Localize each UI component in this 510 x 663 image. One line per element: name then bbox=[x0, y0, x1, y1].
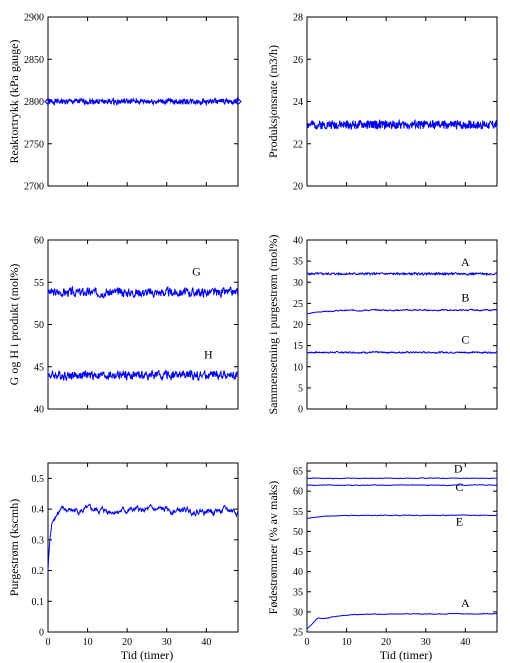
y-tick-label: 22 bbox=[293, 139, 303, 150]
y-tick-label: 2800 bbox=[24, 97, 44, 108]
y-tick-label: 0.2 bbox=[32, 566, 45, 577]
chart-reactor-pressure: 2700 2750 2800 2850 2900 Reaktortrykk (kPa ga… bbox=[7, 13, 242, 193]
series-line-a bbox=[306, 271, 498, 277]
curve-label-c: C bbox=[461, 333, 469, 347]
x-tick-label: 20 bbox=[122, 637, 132, 648]
x-tick-label: 10 bbox=[342, 637, 352, 648]
y-tick-label: 10 bbox=[293, 362, 303, 373]
curve-label-a: A bbox=[461, 255, 470, 269]
y-tick-label: 0.1 bbox=[32, 597, 45, 608]
curve-label-h: H bbox=[204, 347, 213, 361]
series-line-c bbox=[306, 484, 498, 487]
diamond-marker bbox=[234, 97, 242, 106]
curve-label-b: B bbox=[461, 290, 469, 304]
plot-frame bbox=[47, 239, 239, 410]
chart-purge-composition: 0 5 10 15 20 25 30 35 40 Sammensetning i purgestr… bbox=[266, 234, 498, 416]
y-axis-label: Fødestrømmer (% av maks) bbox=[266, 481, 280, 615]
y-tick-label: 20 bbox=[293, 182, 303, 193]
y-tick-label: 25 bbox=[293, 299, 303, 310]
y-tick-label: 35 bbox=[293, 257, 303, 268]
y-tick-label: 65 bbox=[293, 467, 303, 478]
x-tick-label: 0 bbox=[305, 637, 310, 648]
x-axis-label: Tid (timer) bbox=[380, 648, 433, 662]
diamond-marker bbox=[44, 97, 52, 106]
y-tick-label: 35 bbox=[293, 587, 303, 598]
y-tick-label: 55 bbox=[293, 507, 303, 518]
y-tick-label: 5 bbox=[298, 383, 303, 394]
y-tick-label: 40 bbox=[34, 405, 44, 416]
curve-label-c: C bbox=[455, 480, 463, 494]
y-tick-label: 28 bbox=[293, 13, 303, 24]
series-line-b bbox=[306, 308, 498, 315]
x-tick-label: 0 bbox=[46, 637, 51, 648]
x-tick-label: 20 bbox=[381, 637, 391, 648]
y-tick-label: 0 bbox=[298, 405, 303, 416]
chart-purge-flow: 0 0.1 0.2 0.3 0.4 0.5 0 10 20 30 40 Purgestrøm (ksc… bbox=[7, 462, 239, 662]
chart-feed-flows: 25 30 35 40 45 50 55 60 65 0 10 20 30 40 Fødestrømmer … bbox=[266, 462, 498, 662]
y-tick-label: 50 bbox=[293, 527, 303, 538]
series-line bbox=[306, 118, 498, 131]
series-line-g bbox=[47, 285, 239, 300]
plot-frame bbox=[47, 462, 239, 633]
plot-frame bbox=[306, 462, 498, 633]
series-line-a bbox=[306, 612, 498, 630]
y-tick-label: 0 bbox=[39, 628, 44, 639]
curve-label-a: A bbox=[461, 596, 470, 610]
y-tick-label: 2750 bbox=[24, 139, 44, 150]
chart-production-rate: 20 22 24 26 28 Produksjonsrate (m3/h) bbox=[266, 13, 498, 193]
series-line-d bbox=[306, 477, 498, 480]
y-tick-label: 40 bbox=[293, 567, 303, 578]
y-tick-label: 30 bbox=[293, 278, 303, 289]
series-line bbox=[47, 503, 239, 571]
x-tick-label: 40 bbox=[201, 637, 211, 648]
series-line-e bbox=[306, 514, 498, 520]
y-axis-label: Purgestrøm (kscmh) bbox=[7, 499, 21, 596]
y-tick-label: 25 bbox=[293, 628, 303, 639]
x-tick-label: 40 bbox=[460, 637, 470, 648]
y-axis-label: Sammensetning i purgestrøm (mol%) bbox=[266, 234, 280, 414]
y-tick-label: 2850 bbox=[24, 55, 44, 66]
y-axis-label: Produksjonsrate (m3/h) bbox=[266, 45, 280, 158]
y-tick-label: 55 bbox=[34, 278, 44, 289]
x-tick-label: 30 bbox=[162, 637, 172, 648]
y-axis-label: Reaktortrykk (kPa gauge) bbox=[7, 40, 21, 164]
y-tick-label: 24 bbox=[293, 97, 303, 108]
y-tick-label: 20 bbox=[293, 320, 303, 331]
x-tick-label: 30 bbox=[421, 637, 431, 648]
chart-g-h-product: 40 45 50 55 60 G og H i produkt (mol%) G H bbox=[7, 236, 239, 416]
x-tick-label: 10 bbox=[83, 637, 93, 648]
y-axis-label: G og H i produkt (mol%) bbox=[7, 264, 21, 386]
y-tick-label: 40 bbox=[293, 236, 303, 247]
y-tick-label: 60 bbox=[293, 487, 303, 498]
series-line-c bbox=[306, 350, 498, 355]
curve-label-g: G bbox=[192, 264, 201, 278]
y-tick-label: 0.3 bbox=[32, 535, 45, 546]
series-line bbox=[47, 96, 239, 107]
curve-label-e: E bbox=[456, 514, 463, 528]
y-tick-label: 15 bbox=[293, 341, 303, 352]
y-tick-label: 45 bbox=[34, 362, 44, 373]
y-tick-label: 0.4 bbox=[32, 505, 45, 516]
plot-frame bbox=[306, 16, 498, 187]
y-tick-label: 2900 bbox=[24, 13, 44, 24]
y-tick-label: 30 bbox=[293, 607, 303, 618]
y-tick-label: 45 bbox=[293, 547, 303, 558]
y-tick-label: 50 bbox=[34, 320, 44, 331]
x-axis-label: Tid (timer) bbox=[121, 648, 174, 662]
y-tick-label: 2700 bbox=[24, 182, 44, 193]
series-line-h bbox=[47, 369, 239, 382]
curve-label-d: D bbox=[454, 462, 463, 476]
y-tick-label: 26 bbox=[293, 55, 303, 66]
y-tick-label: 60 bbox=[34, 236, 44, 247]
y-tick-label: 0.5 bbox=[32, 474, 45, 485]
